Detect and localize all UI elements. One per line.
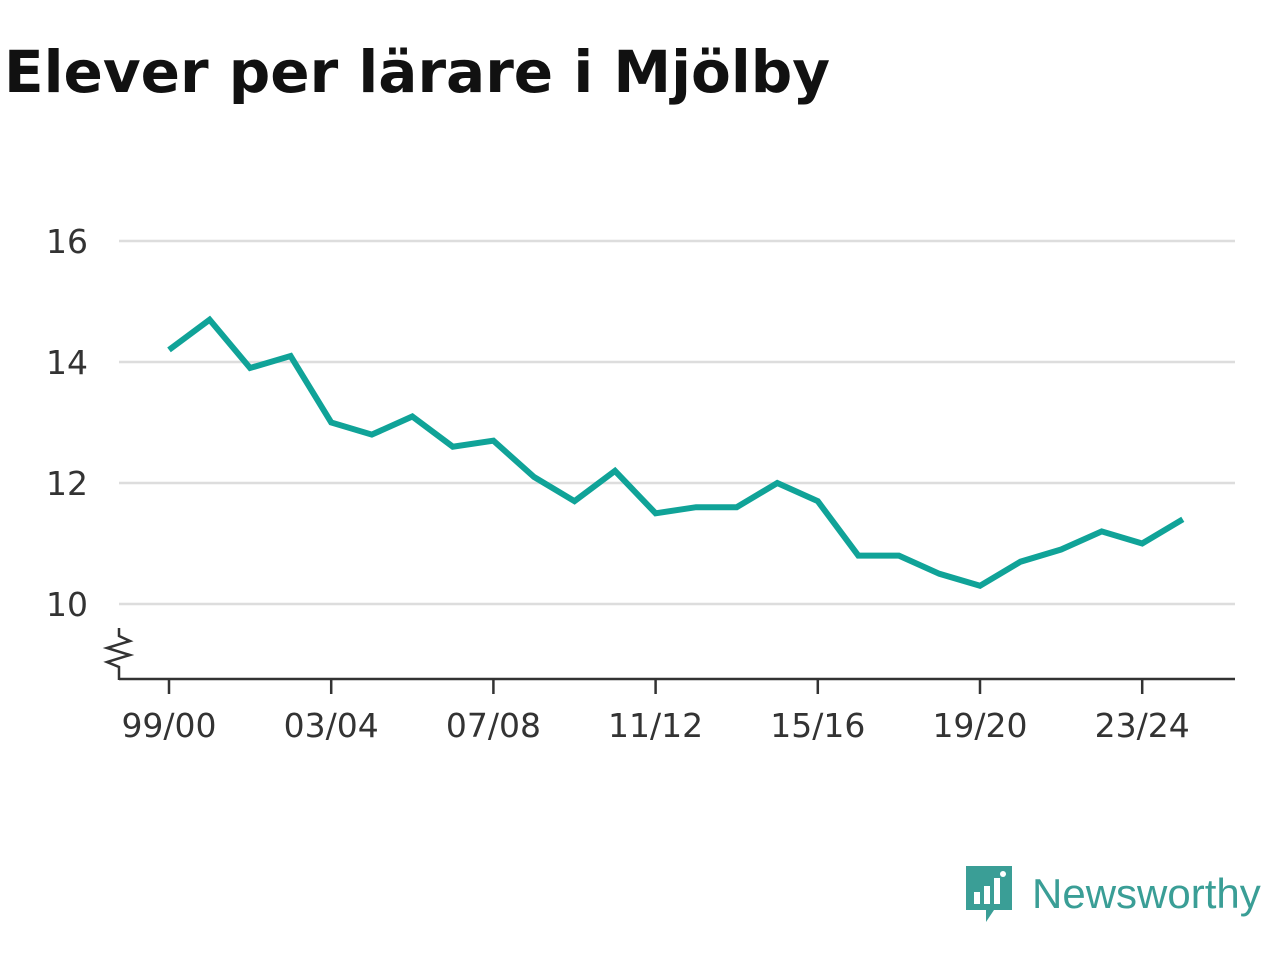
x-tick-label: 03/04	[284, 706, 379, 745]
axis-break-icon	[102, 628, 135, 676]
x-tick-label: 23/24	[1095, 706, 1190, 745]
brand-name: Newsworthy	[1032, 870, 1261, 917]
chart-title: Elever per lärare i Mjölby	[4, 38, 831, 106]
x-tick-label: 15/16	[770, 706, 865, 745]
y-tick-label: 16	[46, 222, 88, 261]
brand-logo: Newsworthy	[964, 864, 1261, 924]
gridlines	[119, 239, 1235, 606]
x-axis-ticks: 99/00 03/04 07/08 11/12 15/16 19/20 23/24	[121, 679, 1190, 745]
bar-chart-speech-bubble-icon	[966, 866, 1012, 922]
x-tick-label: 19/20	[932, 706, 1027, 745]
y-tick-label: 10	[46, 585, 88, 624]
y-tick-label: 12	[46, 464, 88, 503]
y-axis-ticks: 10 12 14 16	[46, 222, 88, 624]
x-tick-label: 07/08	[446, 706, 541, 745]
series-line	[167, 315, 1185, 590]
data-series	[167, 315, 1185, 590]
y-tick-label: 14	[46, 343, 88, 382]
x-axis	[117, 676, 1235, 681]
x-tick-label: 99/00	[121, 706, 216, 745]
x-tick-label: 11/12	[608, 706, 703, 745]
